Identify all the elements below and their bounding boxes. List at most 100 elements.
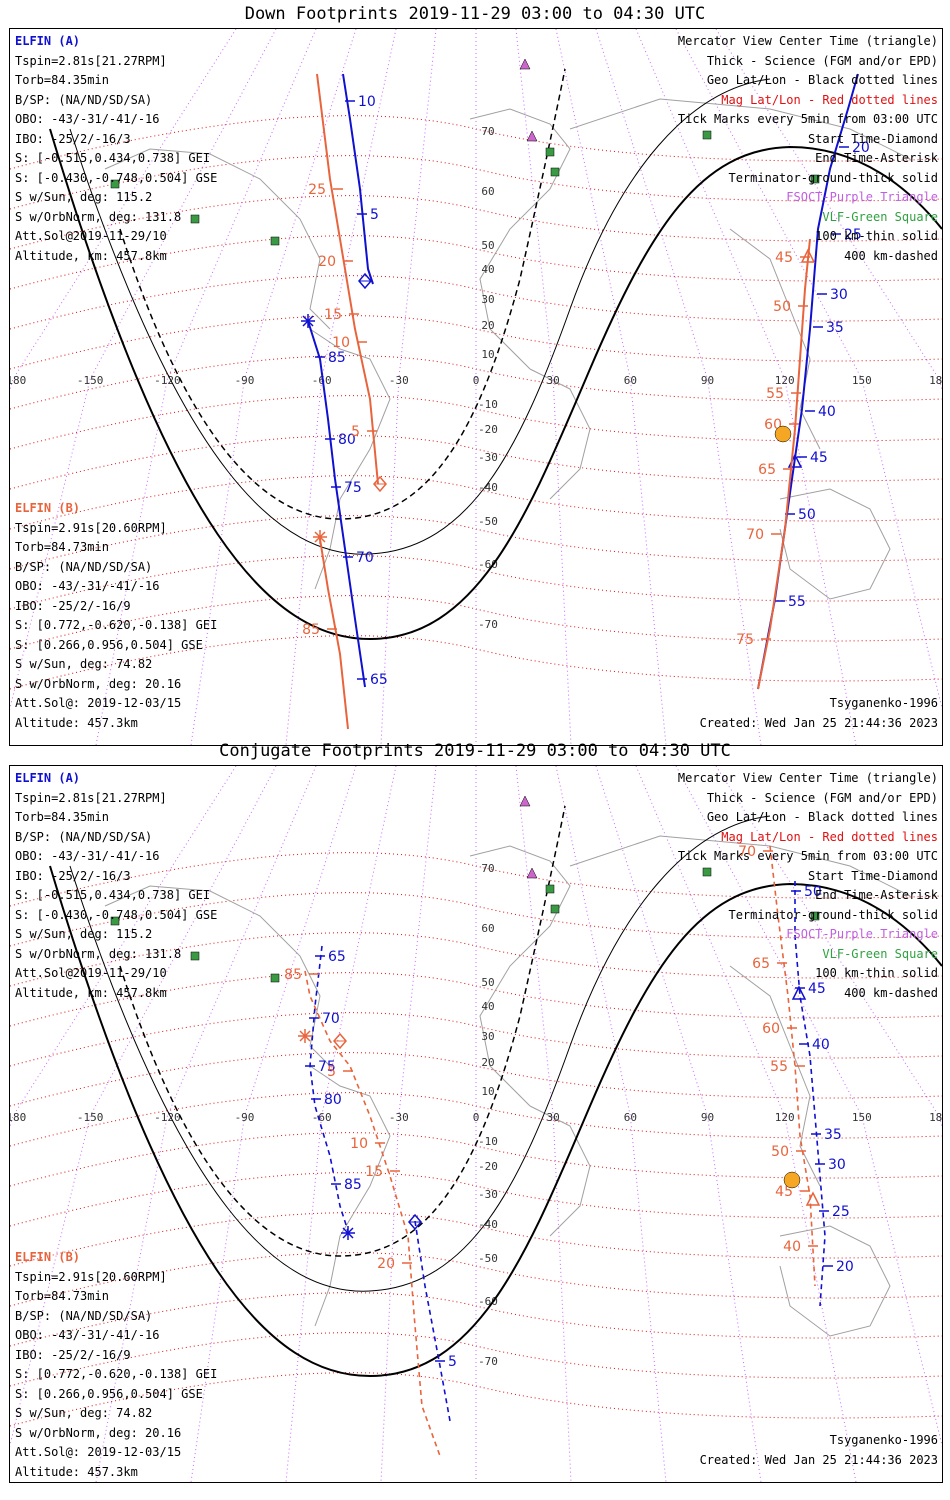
tick-label: 85 <box>344 1177 362 1193</box>
tick-label: 25 <box>844 227 862 243</box>
legend-line: Mag Lat/Lon - Red dotted lines <box>721 92 938 107</box>
tick-label: 55 <box>788 594 806 610</box>
info-line: Att.Sol@: 2019-12-03/15 <box>15 1445 182 1459</box>
lon-tick-label: 120 <box>775 1111 795 1124</box>
vlf-square <box>270 236 280 246</box>
lat-tick-label: -20 <box>478 1160 498 1173</box>
geo-meridian <box>10 766 277 1448</box>
info-line: Torb=84.35min <box>15 810 109 824</box>
lon-tick-label: 90 <box>701 1111 714 1124</box>
tick-label: 70 <box>356 550 374 566</box>
legend-down: Mercator View Center Time (triangle) Thi… <box>678 32 938 266</box>
info-line: IBO: -25/2/-16/3 <box>15 868 131 883</box>
tick-label: 75 <box>318 1059 336 1075</box>
lat-tick-label: -30 <box>478 1188 498 1201</box>
legend-line: Terminator-ground-thick solid <box>728 907 938 922</box>
info-line: S w/OrbNorm, deg: 131.8 <box>15 946 182 961</box>
info-line: Tspin=2.81s[21.27RPM] <box>15 790 167 805</box>
fsoct-triangle <box>526 130 538 142</box>
legend-line: VLF-Green Square <box>822 209 938 224</box>
lon-tick-label: 0 <box>473 374 480 387</box>
legend-line: Tick Marks every 5min from 03:00 UTC <box>677 112 938 126</box>
elfin-b-track <box>316 73 379 485</box>
info-line: S: [-0.430,-0.748,0.504] GSE <box>15 170 218 185</box>
lat-tick-label: -70 <box>478 618 498 631</box>
lat-tick-label: 10 <box>481 348 494 361</box>
legend-line: Mercator View Center Time (triangle) <box>677 771 938 785</box>
mag-lat-line <box>10 235 942 290</box>
geo-meridian <box>515 29 572 745</box>
lon-tick-label: -90 <box>235 374 255 387</box>
info-line: S: [-0.515,0.434,0.738] GEI <box>15 151 211 165</box>
model-label: Tsyganenko-1996 <box>829 696 938 710</box>
sun-icon <box>783 1171 801 1189</box>
lon-tick-label: 30 <box>547 1111 560 1124</box>
geo-meridian <box>635 766 857 1482</box>
info-line: S w/Sun, deg: 74.82 <box>15 657 153 671</box>
info-line: Att.Sol@2019-11-29/10 <box>15 966 167 980</box>
legend-line: 400 km-dashed <box>844 985 938 1000</box>
coastline <box>529 1105 591 1237</box>
info-line: S w/OrbNorm, deg: 20.16 <box>15 676 182 691</box>
info-line: S w/OrbNorm, deg: 131.8 <box>15 209 182 224</box>
coastline <box>779 1225 891 1337</box>
tick-label: 70 <box>738 844 756 860</box>
vlf-square <box>270 973 280 983</box>
info-line: S w/OrbNorm, deg: 20.16 <box>15 1425 182 1440</box>
fsoct-triangle <box>526 867 538 879</box>
info-line: Torb=84.35min <box>15 73 109 87</box>
tick-label: 80 <box>324 1092 342 1108</box>
start-diamond-icon <box>333 1032 347 1050</box>
map-canvas-down: -180 -150 -120 -90 -60 -30 0 30 60 90 120 150 180 70 6… <box>10 29 942 745</box>
info-line: B/SP: (NA/ND/SD/SA) <box>15 829 153 844</box>
tick-label: 50 <box>773 299 791 315</box>
tick-label: 50 <box>804 884 822 900</box>
model-label: Tsyganenko-1996 <box>829 1433 938 1447</box>
info-line: S w/Sun, deg: 74.82 <box>15 1406 153 1420</box>
tick-label: 65 <box>758 462 776 478</box>
tick-label: 80 <box>338 432 356 448</box>
footprint-100km-line <box>69 78 771 555</box>
footprint-100km-line <box>69 815 771 1292</box>
info-line: S: [-0.515,0.434,0.738] GEI <box>15 888 211 902</box>
info-line: B/SP: (NA/ND/SD/SA) <box>15 559 153 574</box>
start-diamond-icon <box>358 272 372 290</box>
lat-tick-label: -70 <box>478 1355 498 1368</box>
lon-tick-label: -180 <box>10 374 26 387</box>
tick-label: 40 <box>783 1239 801 1255</box>
lat-tick-label: 20 <box>481 1056 494 1069</box>
lat-tick-label: -10 <box>478 1135 498 1148</box>
tick-label: 65 <box>328 949 346 965</box>
lon-tick-label: 30 <box>547 374 560 387</box>
vlf-square <box>810 174 820 184</box>
info-line: IBO: -25/2/-16/3 <box>15 131 131 146</box>
info-line: OBO: -43/-31/-41/-16 <box>15 849 160 863</box>
legend-line: Geo Lat/Lon - Black dotted lines <box>706 810 938 824</box>
elfin-b-track <box>769 845 816 1287</box>
created-label: Created: Wed Jan 25 21:44:36 2023 <box>699 716 938 730</box>
legend-line: FSOCT-Purple Triangle <box>786 190 938 204</box>
mag-lat-line <box>10 932 942 987</box>
info-line: Torb=84.73min <box>15 1289 109 1303</box>
elfin-a-header: ELFIN (A) <box>15 34 81 48</box>
lat-tick-label: -30 <box>478 451 498 464</box>
lat-tick-label: -40 <box>478 1218 498 1231</box>
info-line: Altitude, km: 457.8km <box>15 248 167 263</box>
mag-lat-line <box>10 115 942 170</box>
legend-line: Thick - Science (FGM and/or EPD) <box>706 53 938 68</box>
info-line: Att.Sol@: 2019-12-03/15 <box>15 696 182 710</box>
lon-tick-label: -60 <box>312 374 332 387</box>
vlf-square <box>545 147 555 157</box>
map-canvas-conjugate: -180 -150 -120 -90 -60 -30 0 30 60 90 120 150 180 70 6… <box>10 766 942 1482</box>
start-diamond-icon <box>408 1213 422 1231</box>
tick-label: 15 <box>365 1164 383 1180</box>
lat-tick-label: -60 <box>478 558 498 571</box>
geo-meridian <box>555 29 667 745</box>
elfin-b-track <box>319 538 349 730</box>
lat-tick-label: 40 <box>481 263 494 276</box>
lat-tick-label: 60 <box>481 185 494 198</box>
geo-meridian <box>515 766 572 1482</box>
tick-label: 65 <box>752 956 770 972</box>
panel-title-conjugate: Conjugate Footprints 2019-11-29 03:00 to… <box>219 741 731 761</box>
end-asterisk-icon <box>342 1227 354 1239</box>
